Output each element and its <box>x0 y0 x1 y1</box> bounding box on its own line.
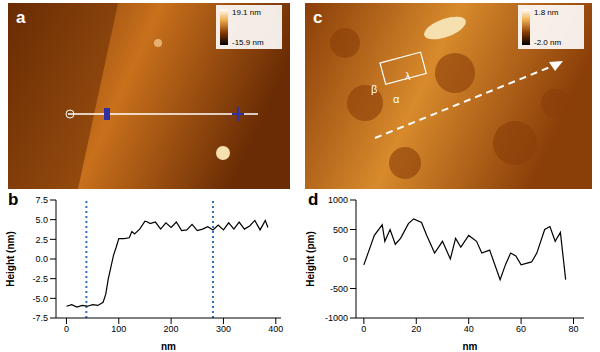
svg-text:a: a <box>16 8 26 27</box>
svg-text:Height (nm): Height (nm) <box>5 231 16 287</box>
svg-text:19.1 nm: 19.1 nm <box>232 8 261 17</box>
svg-text:0.0: 0.0 <box>35 254 48 264</box>
svg-text:300: 300 <box>216 324 231 334</box>
svg-text:1.8 nm: 1.8 nm <box>534 8 559 17</box>
svg-text:0: 0 <box>64 324 69 334</box>
svg-text:-1000: -1000 <box>325 313 348 323</box>
svg-text:20: 20 <box>411 324 421 334</box>
html-text:b: b <box>8 190 19 209</box>
svg-text:nm: nm <box>161 341 176 352</box>
svg-text:α: α <box>393 93 400 105</box>
svg-text:500: 500 <box>333 225 348 235</box>
svg-text:λ: λ <box>405 70 411 82</box>
svg-text:-2.0 nm: -2.0 nm <box>534 38 561 47</box>
svg-text:-7.5: -7.5 <box>32 313 48 323</box>
svg-text:40: 40 <box>464 324 474 334</box>
svg-text:-15.9 nm: -15.9 nm <box>232 38 264 47</box>
svg-text:200: 200 <box>164 324 179 334</box>
svg-text:100: 100 <box>111 324 126 334</box>
svg-text:Height (pm): Height (pm) <box>305 231 316 287</box>
svg-text:β: β <box>371 83 377 95</box>
svg-text:2.5: 2.5 <box>35 235 48 245</box>
svg-text:1000: 1000 <box>328 195 348 205</box>
svg-text:-2.5: -2.5 <box>32 274 48 284</box>
svg-text:60: 60 <box>516 324 526 334</box>
svg-text:0: 0 <box>361 324 366 334</box>
svg-text:-5.0: -5.0 <box>32 294 48 304</box>
svg-text:400: 400 <box>268 324 283 334</box>
svg-text:7.5: 7.5 <box>35 195 48 205</box>
svg-text:-500: -500 <box>330 284 348 294</box>
svg-text:5.0: 5.0 <box>35 215 48 225</box>
html-text:d: d <box>308 190 319 209</box>
svg-text:c: c <box>313 8 322 27</box>
svg-text:80: 80 <box>569 324 579 334</box>
svg-text:0: 0 <box>343 254 348 264</box>
svg-text:nm: nm <box>463 341 478 352</box>
